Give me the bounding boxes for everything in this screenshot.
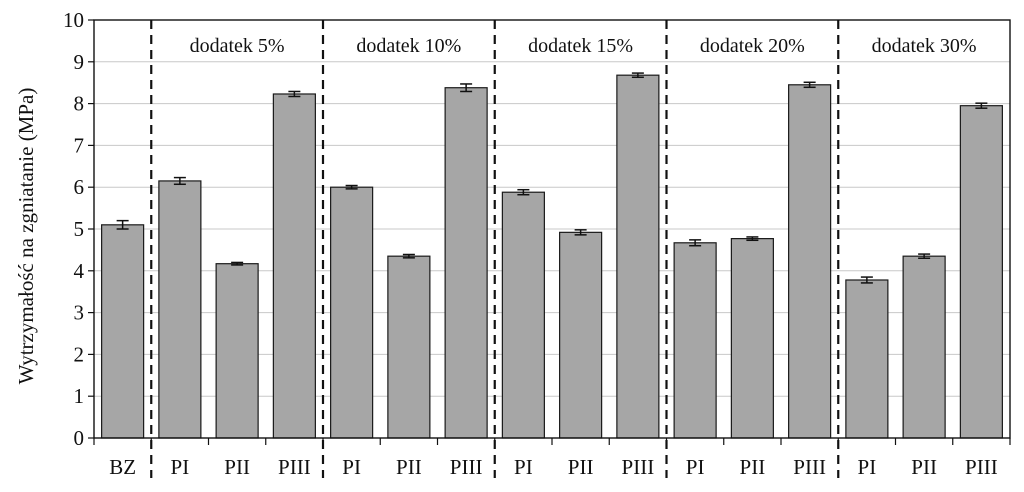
bar <box>730 238 774 439</box>
x-tick-label: PII <box>224 455 250 479</box>
y-tick-label: 0 <box>74 426 85 450</box>
x-tick-label: PII <box>396 455 422 479</box>
group-label: dodatek 20% <box>700 35 805 57</box>
y-tick-label: 2 <box>74 342 85 366</box>
x-tick-labels: BZ PI PII PIII PI PII PIII PI PII PIII PI PII PIII PI… <box>109 455 998 479</box>
y-tick-label: 1 <box>74 384 85 408</box>
bar <box>788 84 832 439</box>
bar <box>501 191 545 439</box>
group-label: dodatek 30% <box>872 35 977 57</box>
bar <box>330 186 374 439</box>
x-tick-label: PIII <box>622 455 655 479</box>
group-label: dodatek 10% <box>356 35 461 57</box>
group-dividers <box>150 20 840 478</box>
x-tick-label: PI <box>342 455 361 479</box>
bar <box>387 255 431 439</box>
bar <box>272 93 316 439</box>
group-label: dodatek 5% <box>190 35 285 57</box>
x-tick-label: PI <box>514 455 533 479</box>
y-tick-label: 8 <box>74 92 85 116</box>
x-tick-label: BZ <box>109 455 136 479</box>
bar <box>158 180 202 439</box>
bar <box>616 74 660 439</box>
y-tick-label: 3 <box>74 301 85 325</box>
x-tick-label: PIII <box>965 455 998 479</box>
y-tick-label: 9 <box>74 50 85 74</box>
bar <box>959 105 1003 439</box>
x-tick-label: PIII <box>450 455 483 479</box>
y-tick-label: 4 <box>74 259 85 283</box>
x-tick-label: PIII <box>278 455 311 479</box>
group-label: dodatek 15% <box>528 35 633 57</box>
bar <box>444 87 488 439</box>
x-tick-label: PI <box>171 455 190 479</box>
y-axis-title: Wytrzymałość na zgniatanie (MPa) <box>14 88 38 385</box>
x-tick-label: PII <box>911 455 937 479</box>
bar <box>845 279 889 439</box>
group-labels: dodatek 5% dodatek 10% dodatek 15% dodatek … <box>190 35 977 57</box>
plot-frame <box>93 19 1011 439</box>
y-tick-label: 7 <box>74 133 85 157</box>
x-tick-label: PII <box>740 455 766 479</box>
bar <box>215 263 259 439</box>
x-tick-label: PIII <box>793 455 826 479</box>
bar <box>559 231 603 439</box>
bar <box>673 242 717 439</box>
error-bars <box>116 72 988 284</box>
x-tick-label: PII <box>568 455 594 479</box>
axes <box>88 19 1011 445</box>
y-tick-label: 10 <box>63 8 84 32</box>
bar <box>101 224 145 439</box>
bar <box>902 255 946 439</box>
x-tick-label: PI <box>686 455 705 479</box>
y-tick-label: 5 <box>74 217 85 241</box>
y-tick-labels: 0 1 2 3 4 5 6 7 8 9 10 <box>63 8 85 450</box>
bars <box>101 74 1003 439</box>
y-tick-label: 6 <box>74 175 85 199</box>
x-tick-label: PI <box>858 455 877 479</box>
